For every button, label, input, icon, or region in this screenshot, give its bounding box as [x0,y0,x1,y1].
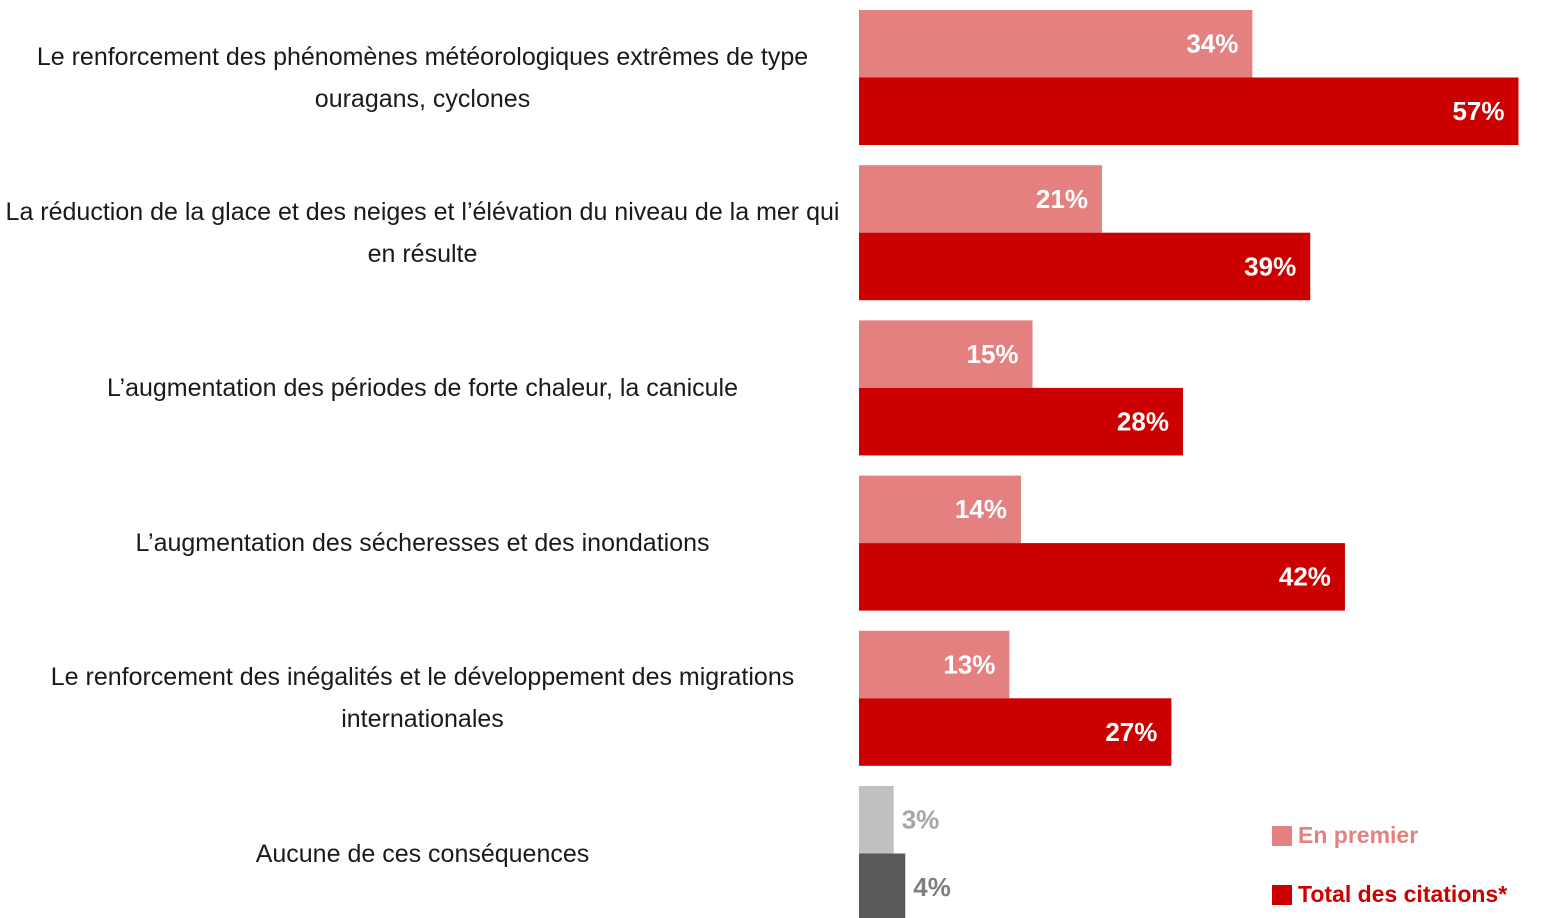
value-label: 28% [1117,407,1169,437]
bar [859,853,906,918]
legend-swatch [1272,826,1292,846]
bar [859,786,894,854]
bar [859,543,1345,611]
category-label: Le renforcement des phénomènes météorolo… [36,42,809,113]
value-label: 34% [1186,29,1238,59]
category-label: Le renforcement des inégalités et le dév… [50,663,795,734]
legend-label: Total des citations* [1298,881,1507,907]
category-label: La réduction de la glace et des neiges e… [5,197,840,268]
bar [859,475,1021,544]
value-label: 13% [943,649,995,679]
value-label: 57% [1452,96,1504,126]
value-label: 21% [1036,184,1088,214]
legend-label: En premier [1298,822,1418,848]
value-label: 27% [1105,717,1157,747]
category-label: L’augmentation des périodes de forte cha… [107,373,738,402]
bar [859,10,1253,78]
bar [859,320,1033,388]
value-label: 15% [967,339,1019,369]
category-label: Aucune de ces conséquences [255,839,590,868]
bar [859,165,1102,233]
bar [859,77,1519,145]
value-label: 39% [1244,251,1296,281]
value-label: 42% [1279,562,1331,592]
bar [859,387,1183,456]
legend-swatch [1272,885,1292,905]
bar [859,630,1010,699]
bar [859,232,1311,301]
bar [859,698,1172,766]
value-label: 3% [902,805,940,835]
category-label: L’augmentation des sécheresses et des in… [135,529,710,558]
value-label: 14% [955,494,1007,524]
value-label: 4% [913,872,951,902]
